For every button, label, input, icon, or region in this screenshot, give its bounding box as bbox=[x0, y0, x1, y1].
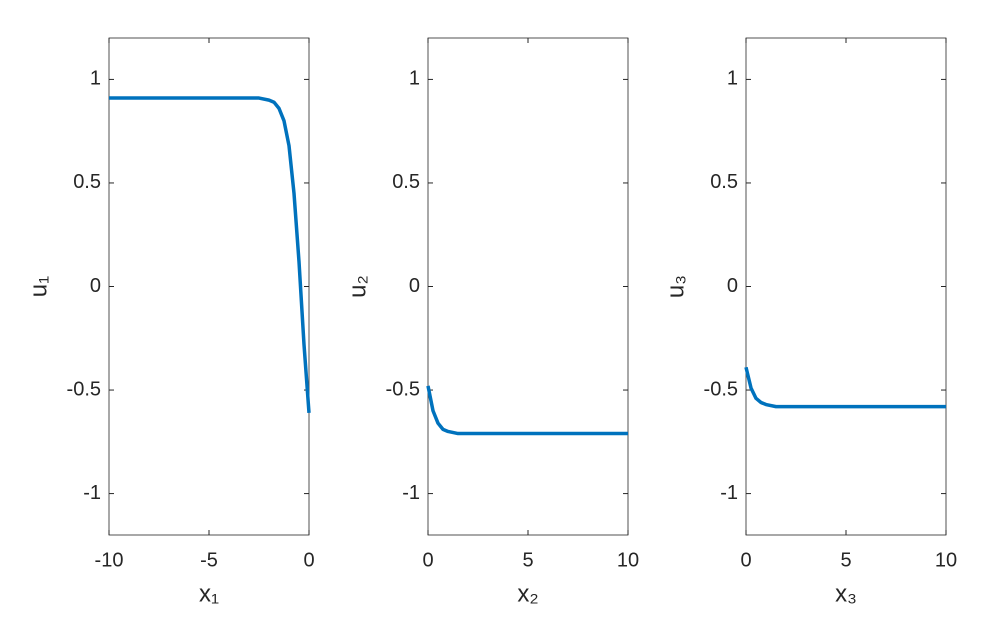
x-axis-label: x₂ bbox=[517, 580, 538, 607]
y-tick-label: -0.5 bbox=[704, 378, 738, 400]
x-tick-label: 5 bbox=[840, 549, 851, 571]
y-axis-label: u₃ bbox=[662, 275, 689, 298]
x-tick-label: 0 bbox=[303, 549, 314, 571]
y-tick-label: -1 bbox=[83, 482, 101, 504]
y-tick-label: 1 bbox=[727, 68, 738, 90]
x-tick-label: 0 bbox=[422, 549, 433, 571]
x-tick-label: 0 bbox=[740, 549, 751, 571]
data-line bbox=[426, 385, 628, 436]
y-tick-label: 1 bbox=[409, 68, 420, 90]
y-tick-label: -0.5 bbox=[67, 378, 101, 400]
data-line bbox=[109, 96, 311, 413]
y-tick-label: 0.5 bbox=[392, 171, 420, 193]
y-tick-label: -1 bbox=[402, 482, 420, 504]
axes-box bbox=[745, 37, 947, 536]
y-tick-label: -1 bbox=[720, 482, 738, 504]
y-axis-label: u₁ bbox=[25, 276, 52, 297]
y-tick-label: 0.5 bbox=[73, 171, 101, 193]
y-tick-label: 0.5 bbox=[710, 171, 738, 193]
y-tick-label: 0 bbox=[90, 275, 101, 297]
y-tick-label: 0 bbox=[727, 275, 738, 297]
y-tick-label: 0 bbox=[409, 275, 420, 297]
y-tick-label: -0.5 bbox=[386, 378, 420, 400]
x-tick-label: 10 bbox=[617, 549, 639, 571]
x-tick-label: -10 bbox=[95, 549, 124, 571]
x-axis-label: x₃ bbox=[835, 580, 857, 607]
x-tick-label: 5 bbox=[522, 549, 533, 571]
data-line bbox=[744, 366, 946, 409]
y-tick-label: 1 bbox=[90, 68, 101, 90]
x-tick-label: -5 bbox=[200, 549, 218, 571]
y-axis-label: u₂ bbox=[344, 275, 371, 298]
x-tick-label: 10 bbox=[935, 549, 957, 571]
axes-box bbox=[427, 37, 629, 536]
x-axis-label: x₁ bbox=[199, 580, 219, 607]
